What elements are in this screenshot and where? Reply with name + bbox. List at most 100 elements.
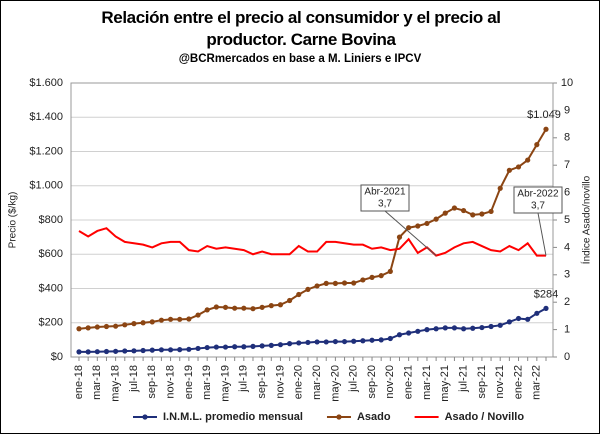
- point: [488, 323, 494, 330]
- point: [360, 338, 366, 344]
- point: [195, 345, 201, 352]
- point: [158, 317, 165, 323]
- point: [479, 211, 485, 217]
- y2-tick-label: 5: [564, 214, 570, 226]
- end-label: $1.049: [527, 109, 561, 121]
- x-tick-label: mar-21: [421, 365, 433, 400]
- point: [387, 268, 393, 274]
- point: [213, 304, 219, 310]
- plot-frame: [70, 82, 554, 358]
- point: [85, 349, 91, 355]
- point: [460, 207, 467, 214]
- y2-tick-label: 4: [564, 241, 570, 253]
- point: [149, 347, 155, 353]
- y2-tick-label: 3: [564, 269, 570, 281]
- point: [122, 348, 128, 354]
- point: [222, 344, 229, 350]
- point: [332, 280, 338, 286]
- y2-tick-label: 10: [561, 77, 573, 89]
- point: [149, 319, 155, 325]
- y2-tick-label: 0: [564, 351, 570, 363]
- annotation-box: [360, 184, 410, 212]
- x-tick-label: nov-19: [274, 365, 286, 399]
- x-tick-label: nov-20: [384, 365, 396, 399]
- point: [232, 344, 238, 350]
- point: [296, 340, 302, 346]
- point: [167, 316, 174, 322]
- point: [470, 212, 476, 218]
- point: [186, 316, 192, 322]
- point: [424, 327, 430, 333]
- point: [406, 225, 412, 231]
- point: [470, 325, 476, 331]
- point: [268, 303, 274, 309]
- legend-marker: [142, 414, 148, 420]
- point: [250, 343, 256, 349]
- y-tick-label: $1.000: [29, 180, 63, 192]
- point: [204, 344, 210, 351]
- point: [103, 323, 110, 330]
- point: [140, 320, 146, 326]
- annotation-text: Abr-2021: [364, 187, 406, 198]
- point: [488, 208, 494, 215]
- point: [195, 312, 201, 318]
- point: [433, 216, 439, 222]
- point: [296, 291, 302, 298]
- point: [314, 339, 320, 345]
- point: [506, 167, 512, 173]
- y2-tick-label: 1: [564, 324, 570, 336]
- point: [369, 274, 375, 280]
- point: [213, 344, 219, 350]
- point: [259, 343, 265, 349]
- point: [177, 347, 183, 353]
- y2-tick-label: 8: [564, 132, 570, 144]
- point: [442, 325, 448, 331]
- point: [232, 305, 238, 311]
- point: [140, 347, 146, 354]
- x-tick-label: ene-19: [183, 365, 195, 399]
- x-tick-label: nov-18: [164, 365, 176, 399]
- x-tick-label: may-21: [439, 365, 451, 402]
- point: [396, 332, 403, 338]
- point: [534, 310, 540, 316]
- leader-line: [537, 212, 547, 256]
- series-line: [79, 307, 547, 353]
- series-line: [78, 128, 547, 330]
- point: [277, 342, 284, 348]
- point: [451, 205, 458, 211]
- x-tick-label: sep-21: [476, 365, 488, 399]
- annotation-text: 3,7: [531, 201, 545, 212]
- y-tick-label: $1.400: [29, 111, 63, 123]
- point: [177, 316, 183, 322]
- point: [378, 273, 384, 279]
- x-tick-label: may-18: [110, 365, 122, 402]
- y-tick-label: $1.200: [29, 145, 63, 157]
- y-tick-label: $0: [51, 351, 63, 363]
- x-tick-label: mar-22: [531, 365, 543, 400]
- x-tick-label: ene-20: [293, 365, 305, 399]
- point: [314, 283, 320, 289]
- point: [415, 328, 421, 334]
- point: [387, 335, 393, 342]
- point: [131, 348, 137, 354]
- point: [543, 126, 549, 132]
- point: [222, 304, 229, 310]
- y2-tick-label: 6: [564, 187, 570, 199]
- point: [424, 220, 430, 227]
- point: [525, 316, 531, 322]
- x-tick-label: ene-18: [73, 365, 85, 399]
- point: [534, 142, 540, 148]
- point: [250, 306, 256, 312]
- point: [479, 324, 485, 331]
- point: [241, 305, 247, 311]
- point: [94, 349, 100, 355]
- point: [76, 326, 82, 332]
- x-tick-label: ene-22: [512, 365, 524, 399]
- legend-label: I.N.M.L. promedio mensual: [163, 411, 303, 423]
- x-tick-label: mar-19: [201, 365, 213, 400]
- point: [287, 341, 293, 347]
- x-tick-label: jul-18: [128, 365, 140, 393]
- point: [341, 280, 348, 286]
- point: [259, 304, 265, 310]
